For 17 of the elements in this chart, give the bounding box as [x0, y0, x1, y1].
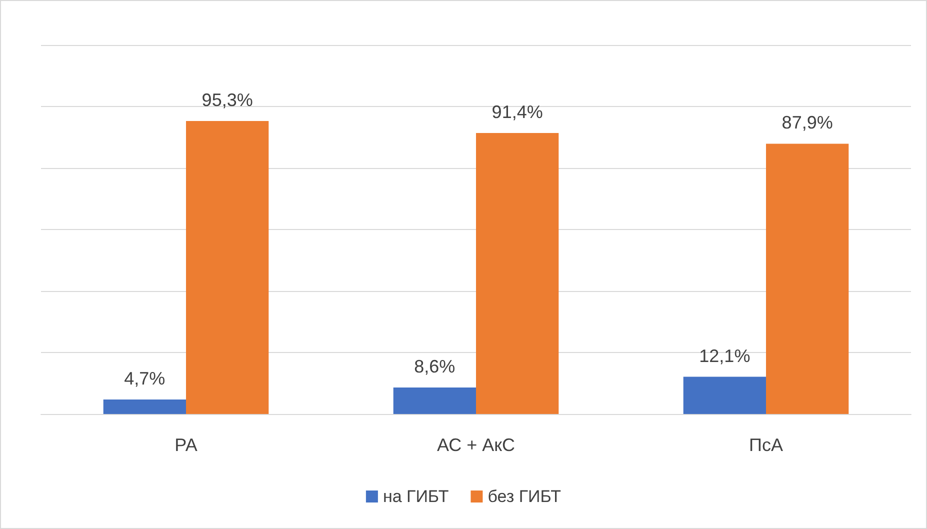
data-label: 87,9% — [782, 112, 833, 133]
bar — [393, 388, 476, 414]
x-tick-label: АС + АкС — [436, 435, 516, 455]
bar — [766, 144, 849, 414]
bar — [103, 400, 186, 414]
legend-label: на ГИБТ — [382, 487, 449, 506]
x-tick-label: РА — [174, 435, 198, 455]
data-label: 4,7% — [124, 368, 166, 389]
bar — [186, 120, 269, 414]
x-tick-label: ПсА — [749, 435, 783, 455]
legend-label: без ГИБТ — [488, 487, 562, 506]
bar — [683, 376, 766, 414]
bar — [476, 132, 559, 414]
data-label: 8,6% — [414, 356, 456, 377]
data-label: 91,4% — [492, 102, 543, 122]
data-label: 12,1% — [699, 346, 750, 366]
data-label: 95,3% — [202, 90, 253, 110]
